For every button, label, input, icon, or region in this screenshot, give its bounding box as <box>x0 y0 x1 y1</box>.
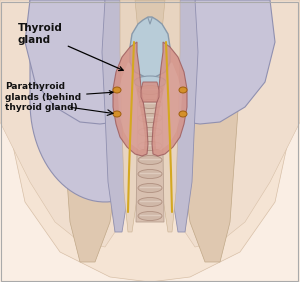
Ellipse shape <box>134 76 166 88</box>
Polygon shape <box>25 0 122 124</box>
Polygon shape <box>118 62 145 150</box>
Polygon shape <box>158 0 180 232</box>
Ellipse shape <box>138 100 162 109</box>
Polygon shape <box>178 0 275 124</box>
Ellipse shape <box>179 87 187 93</box>
Ellipse shape <box>138 127 162 136</box>
Ellipse shape <box>138 184 162 193</box>
Ellipse shape <box>138 155 162 164</box>
Ellipse shape <box>138 169 162 179</box>
Polygon shape <box>141 82 159 102</box>
Ellipse shape <box>138 212 162 221</box>
Polygon shape <box>60 0 120 262</box>
Polygon shape <box>180 0 240 262</box>
Polygon shape <box>152 42 187 156</box>
Polygon shape <box>185 0 300 247</box>
Polygon shape <box>167 0 198 232</box>
Ellipse shape <box>138 113 162 122</box>
Ellipse shape <box>179 111 187 117</box>
Polygon shape <box>10 0 290 282</box>
Polygon shape <box>113 42 148 156</box>
Polygon shape <box>155 62 182 150</box>
PathPatch shape <box>130 17 170 78</box>
Ellipse shape <box>138 197 162 206</box>
Polygon shape <box>130 0 170 74</box>
Polygon shape <box>102 0 133 232</box>
Ellipse shape <box>113 111 121 117</box>
Ellipse shape <box>113 87 121 93</box>
Polygon shape <box>136 82 164 222</box>
Polygon shape <box>30 0 180 202</box>
Ellipse shape <box>138 85 162 94</box>
Polygon shape <box>120 0 142 232</box>
Text: Thyroid
gland: Thyroid gland <box>18 23 123 70</box>
Text: Parathyroid
glands (behind
thyroid gland): Parathyroid glands (behind thyroid gland… <box>5 82 113 112</box>
Polygon shape <box>0 0 115 247</box>
Ellipse shape <box>138 142 162 151</box>
